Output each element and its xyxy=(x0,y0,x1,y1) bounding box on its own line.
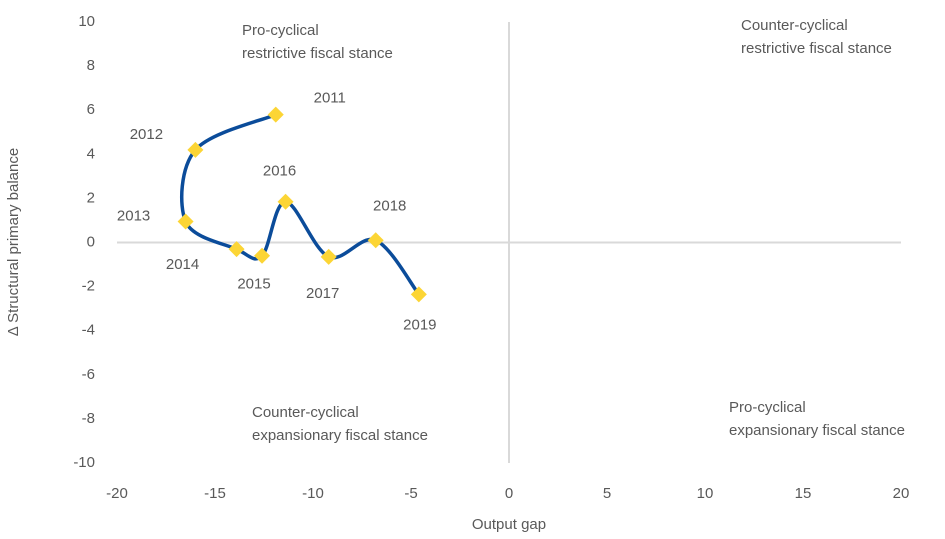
x-tick-label: 0 xyxy=(505,485,513,502)
x-tick-label: 5 xyxy=(603,485,611,502)
point-label: 2015 xyxy=(237,276,270,293)
y-tick-label: 2 xyxy=(87,189,95,206)
point-marker xyxy=(254,247,271,264)
point-label: 2018 xyxy=(373,197,406,214)
x-axis-title: Output gap xyxy=(472,516,546,533)
x-tick-label: 15 xyxy=(795,485,812,502)
y-tick-label: -10 xyxy=(73,454,95,471)
quadrant-annotation: expansionary fiscal stance xyxy=(729,422,905,439)
y-tick-label: 4 xyxy=(87,145,95,162)
point-label: 2016 xyxy=(263,163,296,180)
y-tick-label: 6 xyxy=(87,101,95,118)
point-marker xyxy=(228,241,245,258)
point-marker xyxy=(177,213,194,230)
quadrant-annotation: Counter-cyclical xyxy=(741,17,848,34)
y-tick-label: -8 xyxy=(82,410,95,427)
quadrant-annotation: Counter-cyclical xyxy=(252,404,359,421)
x-tick-label: -20 xyxy=(106,485,128,502)
y-tick-label: 10 xyxy=(78,13,95,30)
x-tick-label: -15 xyxy=(204,485,226,502)
quadrant-annotation: expansionary fiscal stance xyxy=(252,427,428,444)
y-tick-label: 0 xyxy=(87,233,95,250)
point-marker xyxy=(410,286,427,303)
point-marker xyxy=(367,232,384,249)
y-tick-label: -2 xyxy=(82,278,95,295)
quadrant-annotation: Pro-cyclical xyxy=(242,22,319,39)
point-marker xyxy=(320,248,337,265)
point-label: 2014 xyxy=(166,256,199,273)
x-tick-label: -10 xyxy=(302,485,324,502)
point-marker xyxy=(187,141,204,158)
x-tick-label: 20 xyxy=(893,485,910,502)
quadrant-annotation: restrictive fiscal stance xyxy=(242,45,393,62)
point-label: 2017 xyxy=(306,285,339,302)
y-tick-label: -6 xyxy=(82,366,95,383)
y-tick-label: 8 xyxy=(87,57,95,74)
point-label: 2013 xyxy=(117,208,150,225)
x-tick-label: -5 xyxy=(404,485,417,502)
quadrant-annotation: restrictive fiscal stance xyxy=(741,40,892,57)
y-axis-title: Δ Structural primary balance xyxy=(5,148,22,336)
point-marker xyxy=(267,106,284,123)
point-label: 2012 xyxy=(130,126,163,143)
point-label: 2019 xyxy=(403,316,436,333)
x-tick-label: 10 xyxy=(697,485,714,502)
y-tick-label: -4 xyxy=(82,322,95,339)
point-marker xyxy=(277,193,294,210)
point-label: 2011 xyxy=(314,90,346,107)
quadrant-annotation: Pro-cyclical xyxy=(729,399,806,416)
